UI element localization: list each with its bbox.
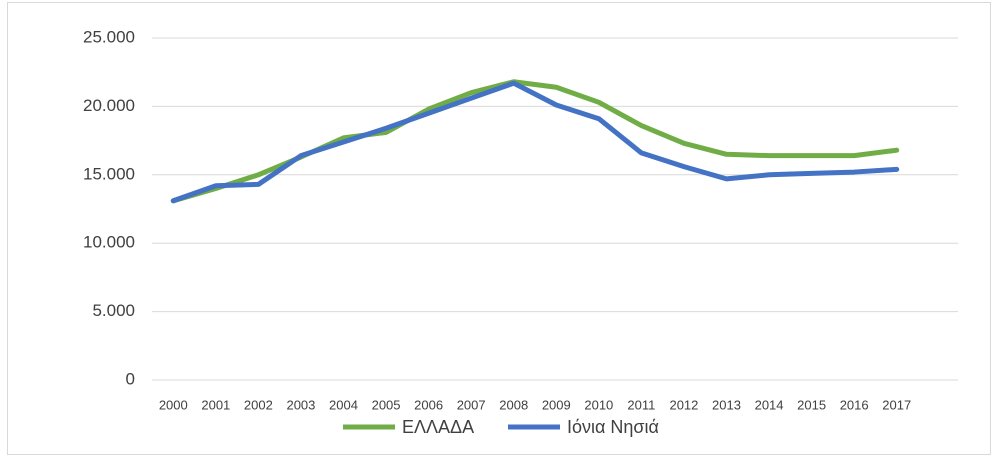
x-tick-label: 2010 — [584, 397, 613, 412]
x-tick-label: 2004 — [329, 397, 358, 412]
x-tick-label: 2008 — [499, 397, 528, 412]
legend-label: ΕΛΛΑΔΑ — [402, 417, 474, 437]
y-tick-label: 25.000 — [83, 27, 135, 46]
y-tick-label: 20.000 — [83, 96, 135, 115]
x-tick-label: 2002 — [244, 397, 273, 412]
y-tick-label: 5.000 — [92, 301, 135, 320]
x-tick-label: 2017 — [882, 397, 911, 412]
x-tick-label: 2016 — [840, 397, 869, 412]
x-tick-label: 2000 — [159, 397, 188, 412]
x-tick-label: 2005 — [372, 397, 401, 412]
x-tick-label: 2007 — [457, 397, 486, 412]
x-tick-label: 2003 — [286, 397, 315, 412]
x-tick-label: 2009 — [542, 397, 571, 412]
y-tick-label: 10.000 — [83, 233, 135, 252]
chart-border — [7, 2, 991, 455]
data-line — [170, 80, 900, 204]
x-tick-label: 2001 — [201, 397, 230, 412]
x-tick-label: 2011 — [627, 397, 655, 412]
y-tick-label: 15.000 — [83, 164, 135, 183]
x-tick-label: 2012 — [669, 397, 698, 412]
x-tick-label: 2006 — [414, 397, 443, 412]
legend-label: Ιόνια Νησιά — [567, 417, 659, 437]
x-tick-label: 2014 — [755, 397, 784, 412]
x-tick-label: 2013 — [712, 397, 741, 412]
y-tick-label: 0 — [126, 369, 135, 388]
x-tick-label: 2015 — [797, 397, 826, 412]
